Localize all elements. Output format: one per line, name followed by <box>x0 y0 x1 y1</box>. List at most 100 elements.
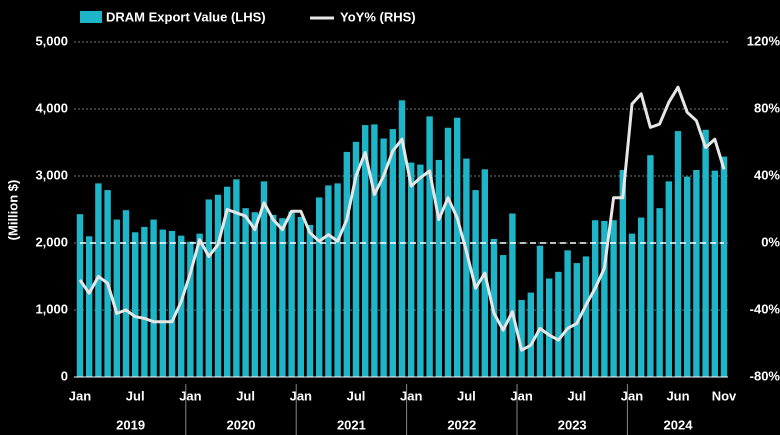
y2-tick-label: -80% <box>750 368 780 383</box>
bar <box>95 183 102 377</box>
bar <box>454 117 461 378</box>
bar <box>711 170 718 377</box>
bar <box>463 158 470 377</box>
bar <box>371 124 378 377</box>
bar <box>693 169 700 377</box>
bar <box>150 219 157 377</box>
bar <box>343 151 350 377</box>
bar <box>242 208 249 377</box>
bar <box>647 155 654 377</box>
bar <box>168 230 176 377</box>
yoy-line <box>78 85 726 352</box>
bar <box>187 241 194 377</box>
x-tick-label: Jan <box>179 388 201 403</box>
x-tick-label: Jul <box>457 388 476 403</box>
bar <box>582 256 590 377</box>
year-label: 2019 <box>116 417 145 432</box>
bar <box>555 271 562 377</box>
bar <box>656 208 663 377</box>
y2-tick-label: 120% <box>747 33 780 48</box>
bar <box>592 220 599 377</box>
bar <box>546 278 553 377</box>
bar <box>389 129 396 377</box>
bar <box>233 179 240 377</box>
year-label: 2024 <box>664 417 694 432</box>
legend-label: DRAM Export Value (LHS) <box>106 9 266 24</box>
y-tick-label: 3,000 <box>35 167 68 182</box>
y-tick-label: 2,000 <box>35 234 68 249</box>
bar <box>417 164 424 377</box>
bar <box>141 226 148 377</box>
bar <box>178 235 185 377</box>
bar <box>251 212 258 377</box>
y2-tick-label: 40% <box>754 167 780 182</box>
x-tick-label: Jan <box>290 388 312 403</box>
bar <box>444 127 452 377</box>
bar <box>224 186 231 377</box>
bar <box>122 210 130 377</box>
year-label: 2020 <box>227 417 256 432</box>
bar <box>297 216 304 377</box>
bar <box>527 292 534 377</box>
bar <box>518 299 525 377</box>
bar <box>674 131 682 377</box>
x-tick-label: Jan <box>510 388 532 403</box>
bar <box>564 250 571 377</box>
bar <box>408 162 415 377</box>
bar <box>260 181 268 377</box>
y2-tick-label: -40% <box>750 301 780 316</box>
legend-swatch <box>80 11 102 23</box>
bar <box>279 218 286 377</box>
bar <box>610 220 617 377</box>
bar <box>306 224 314 377</box>
x-tick-label: Jul <box>567 388 586 403</box>
x-tick-label: Jan <box>69 388 91 403</box>
bar <box>500 255 507 377</box>
year-label: 2022 <box>447 417 476 432</box>
bar <box>325 185 332 377</box>
x-tick-label: Jul <box>126 388 145 403</box>
bar <box>702 129 709 377</box>
bar <box>86 236 93 377</box>
bar <box>362 125 369 377</box>
legend-label: YoY% (RHS) <box>340 9 416 24</box>
y2-tick-label: 0% <box>761 234 780 249</box>
x-tick-label: Jun <box>666 388 689 403</box>
bar <box>380 138 387 377</box>
bar <box>76 214 84 377</box>
bar <box>398 100 406 377</box>
bar <box>352 141 360 377</box>
year-label: 2023 <box>558 417 587 432</box>
bar <box>205 199 212 377</box>
bar <box>720 156 728 377</box>
x-tick-label: Jul <box>236 388 255 403</box>
bar <box>509 213 516 377</box>
bar <box>316 197 323 377</box>
year-label: 2021 <box>337 417 366 432</box>
bar <box>628 233 636 377</box>
bar <box>638 217 645 377</box>
x-tick-label: Jul <box>347 388 366 403</box>
bar <box>619 169 626 377</box>
bar <box>334 183 341 377</box>
x-tick-label: Jan <box>621 388 643 403</box>
y-tick-label: 1,000 <box>35 301 68 316</box>
x-tick-label: Jan <box>400 388 422 403</box>
bar <box>426 116 433 378</box>
bar <box>159 229 166 377</box>
y-axis-label: (Million $) <box>5 180 20 241</box>
bar <box>270 214 277 377</box>
bar <box>665 181 672 377</box>
x-tick-label: Nov <box>712 388 737 403</box>
bar <box>288 211 295 377</box>
bar <box>601 220 608 377</box>
bar <box>435 159 442 377</box>
y-tick-label: 0 <box>61 368 68 383</box>
bar <box>214 194 222 377</box>
y-tick-label: 4,000 <box>35 100 68 115</box>
bar <box>684 176 691 377</box>
bar <box>132 232 139 377</box>
bar <box>113 219 120 377</box>
bar <box>196 233 203 377</box>
